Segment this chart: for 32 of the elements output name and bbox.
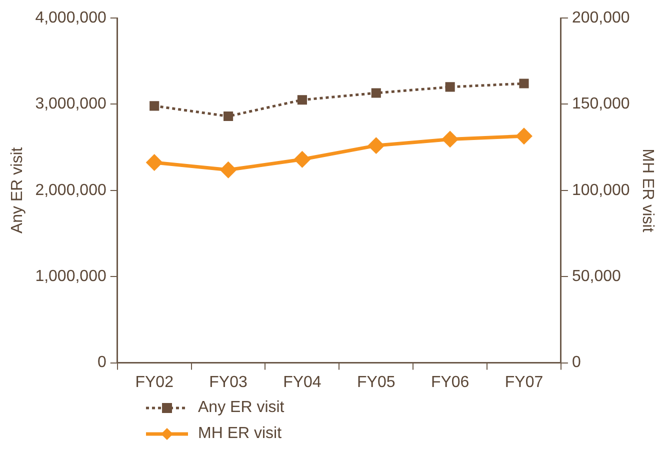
y2-tick-label: 150,000 bbox=[572, 96, 630, 113]
x-tick-label: FY02 bbox=[135, 374, 174, 391]
y-tick-label: 3,000,000 bbox=[35, 96, 106, 113]
point bbox=[294, 152, 310, 168]
y-tick-label: 2,000,000 bbox=[35, 182, 106, 199]
point bbox=[516, 128, 532, 144]
x-tick-label: FY06 bbox=[430, 374, 470, 391]
y2-axis-title: MH ER visit bbox=[638, 148, 656, 233]
point bbox=[519, 78, 529, 88]
point bbox=[442, 131, 458, 147]
legend-label: Any ER visit bbox=[198, 399, 284, 417]
y2-tick-label: 50,000 bbox=[572, 268, 622, 286]
x-tick-label: FY07 bbox=[504, 374, 544, 391]
point bbox=[146, 154, 162, 170]
y-tick-label: 0 bbox=[97, 354, 106, 372]
y-axis-title: Any ER visit bbox=[9, 146, 26, 234]
point bbox=[371, 88, 381, 98]
y2-tick-label: 0 bbox=[572, 354, 581, 372]
point bbox=[150, 101, 160, 111]
y-tick-label: 4,000,000 bbox=[35, 9, 106, 26]
point bbox=[220, 162, 236, 178]
x-tick-label: FY05 bbox=[357, 374, 396, 391]
y-tick-label: 1,000,000 bbox=[35, 268, 106, 286]
x-tick-label: FY04 bbox=[283, 374, 322, 391]
x-tick-label: FY03 bbox=[209, 374, 248, 391]
point bbox=[368, 138, 384, 154]
point bbox=[445, 82, 455, 92]
legend-label: MH ER visit bbox=[198, 425, 282, 443]
point bbox=[297, 95, 307, 105]
y2-tick-label: 200,000 bbox=[572, 9, 630, 26]
point bbox=[223, 111, 234, 122]
y2-tick-label: 100,000 bbox=[572, 182, 630, 199]
